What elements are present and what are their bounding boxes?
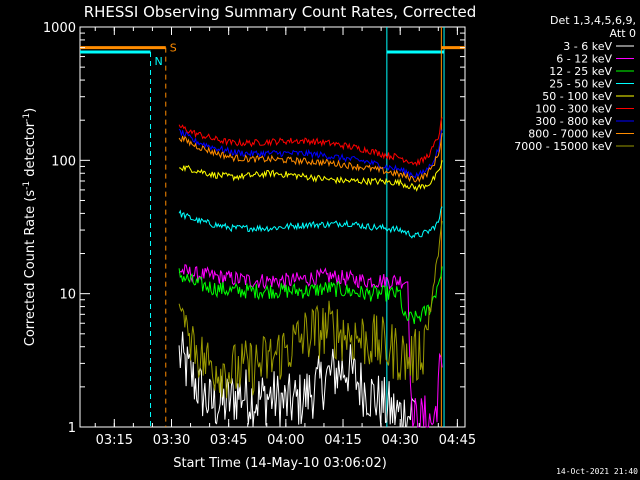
night-line-label: N <box>155 55 163 68</box>
axes: 03:15 03:30 03:45 04:00 04:15 04:30 04:45 1 10 10… <box>43 21 476 448</box>
x-tick-label: 04:15 <box>324 433 361 448</box>
plot-frame <box>79 26 466 428</box>
series-group <box>178 117 443 428</box>
x-axis-label: Start Time (14-May-10 03:06:02) <box>173 456 387 471</box>
attenuator-line-label: S <box>170 42 177 55</box>
y-tick-label: 1 <box>68 421 76 436</box>
legend-label: 800 - 7000 keV <box>528 128 612 141</box>
y-tick-label: 100 <box>51 154 76 169</box>
legend-label: 7000 - 15000 keV <box>514 140 612 153</box>
series-line-4 <box>179 160 443 192</box>
x-tick-label: 04:30 <box>381 433 418 448</box>
plot-area <box>79 26 466 428</box>
y-axis-label: Corrected Count Rate (s-1 detector-1) <box>22 108 38 346</box>
legend-label: 6 - 12 keV <box>556 53 612 66</box>
x-tick-label: 04:45 <box>439 433 476 448</box>
legend-label: 300 - 800 keV <box>535 115 612 128</box>
x-tick-label: 03:45 <box>210 433 247 448</box>
legend-header-1: Det 1,3,4,5,6,9, <box>550 14 636 27</box>
series-line-5 <box>178 117 443 167</box>
legend-label: 25 - 50 keV <box>549 78 612 91</box>
x-tick-label: 03:30 <box>153 433 190 448</box>
x-tick-label: 03:15 <box>96 433 133 448</box>
y-tick-label: 1000 <box>43 21 76 36</box>
legend-label: 12 - 25 keV <box>549 65 612 78</box>
legend-header-2: Att 0 <box>610 27 636 40</box>
legend-label: 100 - 300 keV <box>535 103 612 116</box>
y-tick-label: 10 <box>59 288 76 303</box>
legend-label: 3 - 6 keV <box>563 40 612 53</box>
series-line-6 <box>178 128 443 179</box>
series-line-2 <box>178 266 443 325</box>
series-line-8 <box>178 221 443 399</box>
x-tick-label: 04:00 <box>267 433 304 448</box>
legend-label: 50 - 100 keV <box>542 90 612 103</box>
series-line-3 <box>178 206 443 239</box>
chart-title: RHESSI Observing Summary Count Rates, Co… <box>84 3 477 21</box>
series-line-0 <box>178 331 416 428</box>
series-line-1 <box>178 264 443 428</box>
series-line-7 <box>178 133 443 183</box>
footer-timestamp: 14-Oct-2021 21:40 <box>556 467 638 476</box>
